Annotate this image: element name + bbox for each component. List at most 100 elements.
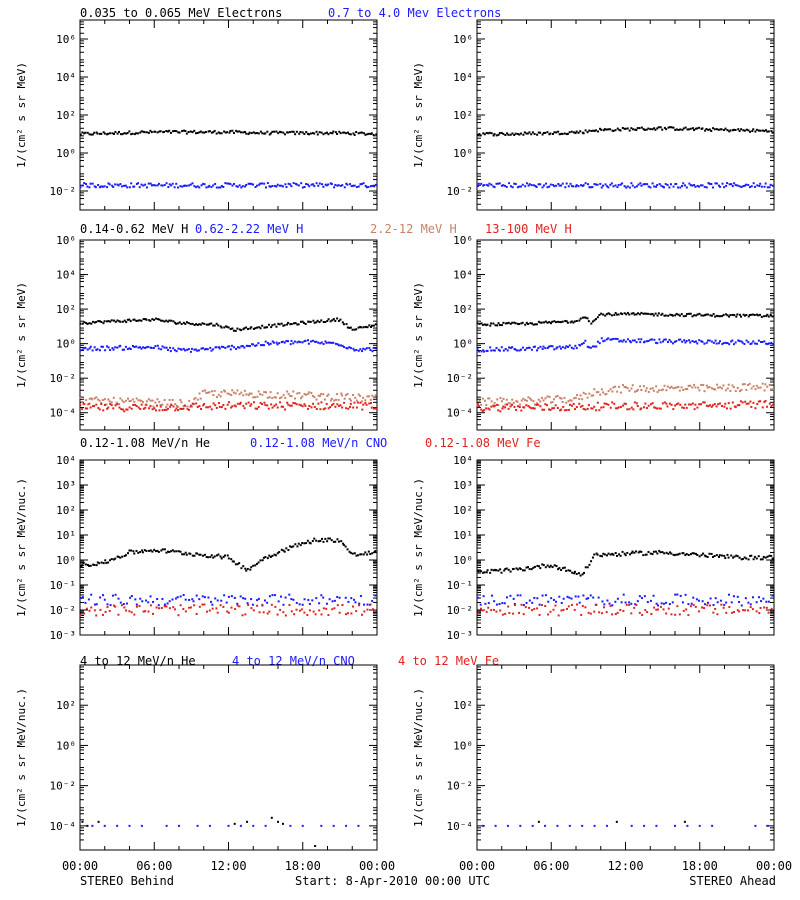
data-point — [644, 553, 647, 556]
data-point — [370, 402, 373, 405]
data-point — [550, 597, 553, 600]
y-tick-label: 10⁻² — [50, 185, 77, 198]
data-point — [337, 344, 340, 347]
data-point — [678, 389, 681, 392]
data-point — [196, 185, 199, 188]
data-point — [580, 184, 583, 187]
data-point — [565, 569, 568, 572]
data-point — [660, 184, 663, 187]
data-point — [485, 404, 488, 407]
data-point — [261, 393, 264, 396]
data-point — [219, 395, 222, 398]
data-point — [263, 344, 266, 347]
data-point — [315, 539, 318, 542]
data-point — [554, 321, 557, 324]
data-point — [272, 341, 275, 344]
data-point — [230, 406, 233, 409]
data-point — [128, 400, 131, 403]
data-point — [502, 349, 505, 352]
series-blue — [91, 824, 360, 827]
data-point — [96, 561, 99, 564]
data-point — [158, 182, 161, 185]
y-tick-label: 10⁴ — [453, 454, 473, 467]
data-point — [665, 601, 668, 604]
data-point — [540, 396, 543, 399]
data-point — [263, 401, 266, 404]
data-point — [725, 184, 728, 187]
data-point — [195, 132, 198, 135]
data-point — [298, 603, 301, 606]
data-point — [348, 397, 351, 400]
data-point — [226, 182, 229, 185]
data-point — [276, 183, 279, 186]
data-point — [250, 607, 253, 610]
data-point — [490, 568, 493, 571]
data-point — [311, 132, 314, 135]
series-red — [79, 401, 377, 413]
data-point — [558, 595, 561, 598]
data-point — [193, 604, 196, 607]
data-point — [717, 128, 720, 131]
data-point — [137, 551, 140, 554]
data-point — [249, 327, 252, 330]
data-point — [624, 340, 627, 343]
data-point — [169, 350, 172, 353]
data-point — [748, 314, 751, 317]
data-point — [711, 186, 714, 189]
data-point — [505, 398, 508, 401]
data-point — [331, 600, 334, 603]
data-point — [259, 344, 262, 347]
data-point — [616, 407, 619, 410]
data-point — [212, 131, 215, 134]
data-point — [482, 571, 485, 574]
data-point — [154, 345, 157, 348]
data-point — [323, 398, 326, 401]
data-point — [123, 410, 126, 413]
data-point — [178, 321, 181, 324]
data-point — [373, 185, 376, 188]
data-point — [760, 600, 763, 603]
data-point — [250, 392, 253, 395]
data-point — [175, 350, 178, 353]
data-point — [640, 407, 643, 410]
data-point — [702, 401, 705, 404]
data-point — [640, 126, 643, 129]
data-point — [129, 596, 132, 599]
data-point — [570, 130, 573, 133]
data-point — [241, 185, 244, 188]
data-point — [257, 342, 260, 345]
data-point — [178, 131, 181, 134]
data-point — [544, 605, 547, 608]
data-point — [121, 399, 124, 402]
data-point — [624, 127, 627, 130]
data-point — [539, 183, 542, 186]
data-point — [539, 400, 542, 403]
data-point — [114, 404, 117, 407]
data-point — [202, 404, 205, 407]
data-point — [515, 408, 518, 411]
data-point — [623, 312, 626, 315]
data-point — [605, 128, 608, 131]
data-point — [156, 131, 159, 134]
data-point — [599, 393, 602, 396]
data-point — [117, 130, 120, 133]
data-point — [194, 348, 197, 351]
data-point — [693, 129, 696, 132]
data-point — [327, 341, 330, 344]
data-point — [477, 182, 480, 185]
data-point — [183, 404, 186, 407]
data-point — [485, 407, 488, 410]
data-point — [715, 554, 718, 557]
data-point — [736, 595, 739, 598]
data-point — [273, 404, 276, 407]
data-point — [568, 596, 571, 599]
data-point — [85, 607, 88, 610]
data-point — [93, 609, 96, 612]
data-point — [242, 131, 245, 134]
data-point — [667, 552, 670, 555]
data-point — [185, 321, 188, 324]
data-point — [228, 131, 231, 134]
data-point — [235, 129, 238, 132]
data-point — [357, 349, 360, 352]
